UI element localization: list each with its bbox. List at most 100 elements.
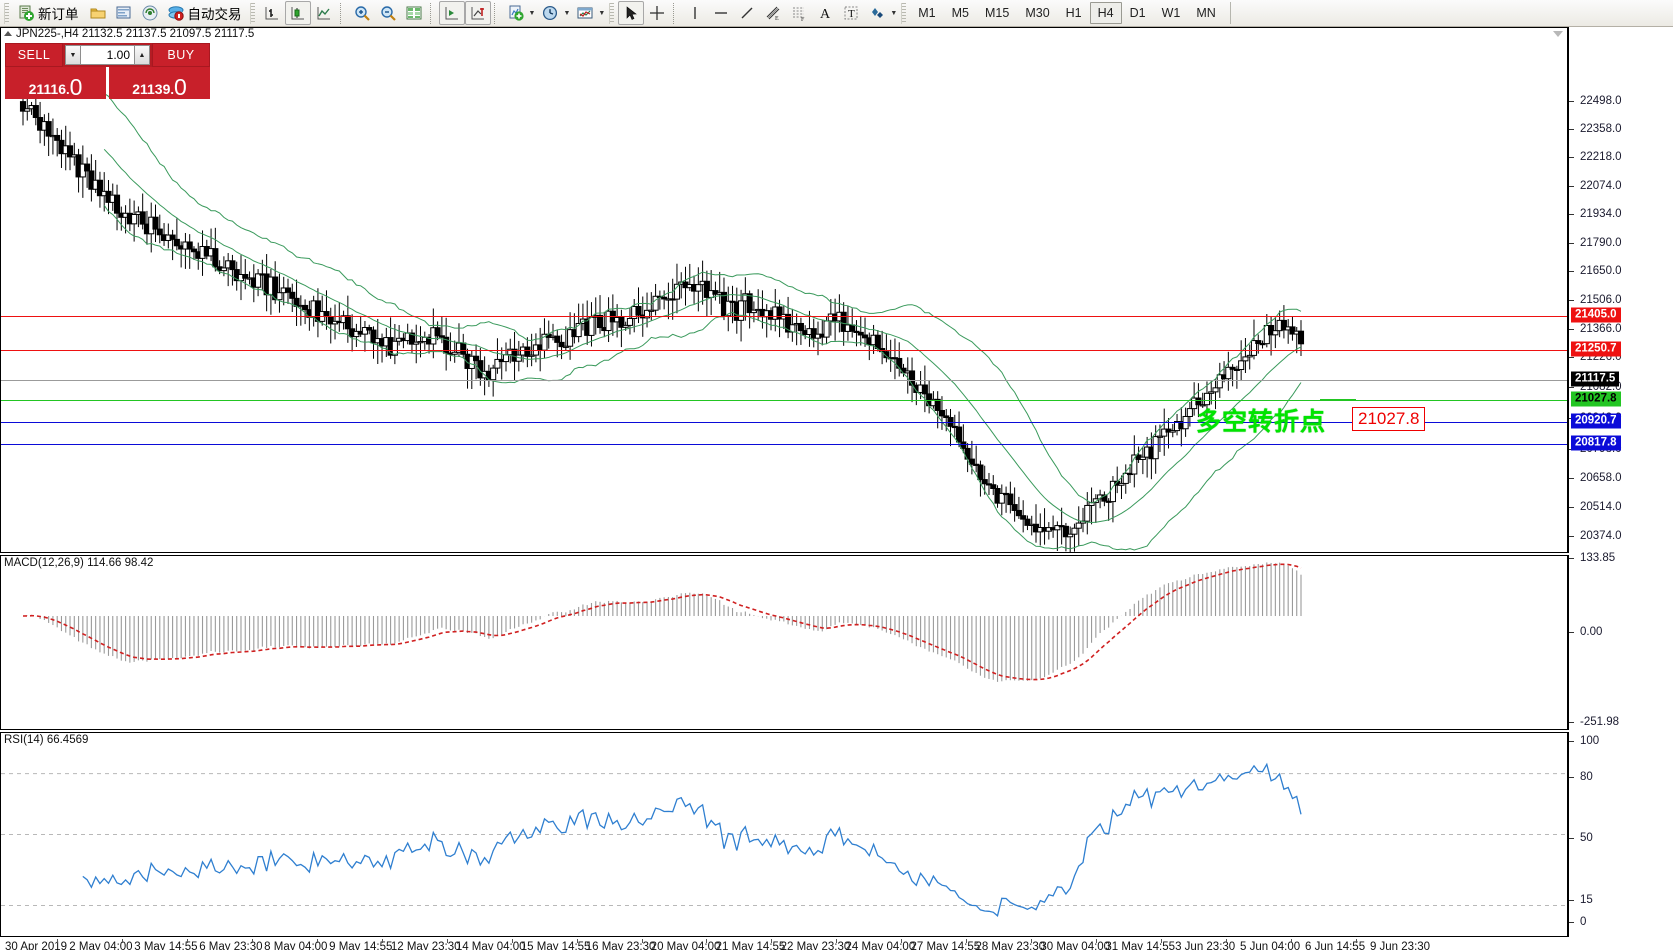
buy-button[interactable]: BUY <box>152 43 210 67</box>
price-tick: 22074.0 <box>1568 180 1622 192</box>
shift-chart-icon <box>443 4 461 22</box>
price-tick: 21934.0 <box>1568 208 1622 220</box>
trendline-button[interactable] <box>734 1 760 25</box>
timeframe-w1[interactable]: W1 <box>1161 6 1181 20</box>
price-level-chip-resistance-upper[interactable]: 21405.0 <box>1571 307 1621 323</box>
text-label-button[interactable]: T <box>838 1 864 25</box>
vertical-line-button[interactable] <box>682 1 708 25</box>
indicators-dropdown-caret[interactable]: ▼ <box>598 9 606 17</box>
price-level-line-support-upper[interactable] <box>1 422 1567 423</box>
period-button[interactable] <box>537 1 563 25</box>
data-window-button[interactable] <box>401 1 427 25</box>
timeframe-h4[interactable]: H4 <box>1089 2 1122 24</box>
cursor-tool-button[interactable] <box>618 1 645 25</box>
period-dropdown-caret[interactable]: ▼ <box>563 9 571 17</box>
price-level-line-current-price[interactable] <box>1 380 1567 381</box>
chart-annotation-text[interactable]: 多空转折点 <box>1196 407 1327 436</box>
rsi-pane[interactable]: RSI(14) 66.4569 <box>0 732 1568 937</box>
volume-stepper[interactable]: ▼ 1.00 ▲ <box>63 43 152 67</box>
timeframe-m30[interactable]: M30 <box>1025 6 1050 20</box>
time-tick-label: 12 May 23:30 <box>390 941 461 950</box>
volume-increase-button[interactable]: ▲ <box>134 45 150 65</box>
chart-area[interactable]: JPN225-,H4 21132.5 21137.5 21097.5 21117… <box>0 27 1673 950</box>
text-tool-button[interactable]: A <box>812 1 838 25</box>
new-order-button[interactable]: 新订单 <box>13 1 85 25</box>
price-scale[interactable]: 22498.0 22358.0 22218.0 22074.0 21934.0 21790… <box>1568 27 1673 553</box>
toolbar-grip-4[interactable] <box>901 2 907 24</box>
time-tick-label: 5 Jun 04:00 <box>1240 941 1301 950</box>
candlestick-chart-button[interactable] <box>284 1 311 25</box>
fibonacci-button[interactable]: F <box>786 1 812 25</box>
objects-dropdown-caret[interactable]: ▼ <box>890 9 898 17</box>
buy-price[interactable]: 21139 . 0 <box>109 67 210 99</box>
templates-dropdown-caret[interactable]: ▼ <box>528 9 536 17</box>
zoom-out-button[interactable] <box>375 1 401 25</box>
time-tick-mark <box>706 939 708 943</box>
chart-collapse-caret-icon[interactable] <box>1553 31 1563 37</box>
toolbar-separator-1 <box>339 2 346 24</box>
toolbar-grip-1[interactable] <box>4 2 9 24</box>
annotation-connector-line <box>1320 399 1356 400</box>
price-tick: 20658.0 <box>1568 472 1622 484</box>
timeframe-h1[interactable]: H1 <box>1065 6 1082 20</box>
objects-list-button[interactable] <box>864 1 890 25</box>
annotation-price-callout[interactable]: 21027.8 <box>1352 407 1426 431</box>
price-level-chip-pivot-turning[interactable]: 21027.8 <box>1571 391 1621 407</box>
timeframe-m15[interactable]: M15 <box>985 6 1010 20</box>
svg-text:E: E <box>775 16 779 22</box>
volume-input[interactable]: 1.00 <box>81 45 134 65</box>
collapse-icon[interactable] <box>4 31 12 36</box>
navigator-button[interactable] <box>137 1 163 25</box>
sell-price[interactable]: 21116 . 0 <box>5 67 106 99</box>
price-level-line-resistance-upper[interactable] <box>1 316 1567 317</box>
indicators-button[interactable] <box>572 1 598 25</box>
time-axis[interactable]: 30 Apr 2019 2 May 04:00 3 May 14:55 6 May 2… <box>0 939 1673 950</box>
price-tick: 21366.0 <box>1568 323 1622 335</box>
bar-chart-button[interactable] <box>259 1 285 25</box>
toolbar-separator-3 <box>493 2 500 24</box>
shift-chart-button[interactable] <box>438 1 465 25</box>
price-pane[interactable] <box>0 27 1568 553</box>
profiles-button[interactable] <box>85 1 111 25</box>
volume-decrease-button[interactable]: ▼ <box>65 45 81 65</box>
timeframe-m5[interactable]: M5 <box>951 6 969 20</box>
auto-scroll-button[interactable] <box>464 1 491 25</box>
sell-button[interactable]: SELL <box>5 43 63 67</box>
time-tick-label: 9 Jun 23:30 <box>1369 941 1431 950</box>
timeframe-mn[interactable]: MN <box>1196 6 1216 20</box>
price-level-chip-support-upper[interactable]: 20920.7 <box>1571 413 1621 429</box>
crosshair-tool-button[interactable] <box>644 1 670 25</box>
time-tick-mark <box>901 939 903 943</box>
one-click-trading-panel[interactable]: SELL ▼ 1.00 ▲ BUY 21116 . 0 21139 . 0 <box>5 43 210 99</box>
auto-trading-button[interactable]: 自动交易 <box>163 1 248 25</box>
timeframe-m1[interactable]: M1 <box>918 6 936 20</box>
price-level-chip-resistance-lower[interactable]: 21250.7 <box>1571 341 1621 357</box>
price-tick: 20514.0 <box>1568 501 1622 513</box>
trendline-icon <box>738 4 756 22</box>
toolbar-grip-3[interactable] <box>609 2 615 24</box>
timeframe-d1[interactable]: D1 <box>1129 6 1146 20</box>
price-level-line-resistance-lower[interactable] <box>1 350 1567 351</box>
price-tick: 22218.0 <box>1568 151 1622 163</box>
price-level-line-support-lower[interactable] <box>1 444 1567 445</box>
time-tick-label: 22 May 23:30 <box>780 941 851 950</box>
toolbar-grip-2[interactable] <box>249 2 255 24</box>
rsi-scale: 100 80 50 15 0 <box>1568 732 1673 937</box>
line-chart-button[interactable] <box>311 1 337 25</box>
time-tick-mark <box>316 939 318 943</box>
horizontal-line-button[interactable] <box>708 1 734 25</box>
zoom-in-button[interactable] <box>349 1 375 25</box>
equidistant-channel-button[interactable]: E <box>760 1 786 25</box>
price-level-chip-current-price[interactable]: 21117.5 <box>1571 371 1620 387</box>
price-level-chip-support-lower[interactable]: 20817.8 <box>1571 435 1621 451</box>
price-level-line-pivot-turning[interactable] <box>1 400 1567 401</box>
time-tick-mark <box>966 939 968 943</box>
time-tick-label: 27 May 14:55 <box>910 941 981 950</box>
label-icon: T <box>842 4 860 22</box>
templates-button[interactable] <box>503 1 529 25</box>
rsi-label: RSI(14) 66.4569 <box>4 734 89 746</box>
market-watch-button[interactable] <box>111 1 137 25</box>
time-tick-mark <box>1031 939 1033 943</box>
svg-text:F: F <box>801 17 805 22</box>
macd-pane[interactable]: MACD(12,26,9) 114.66 98.42 <box>0 555 1568 730</box>
